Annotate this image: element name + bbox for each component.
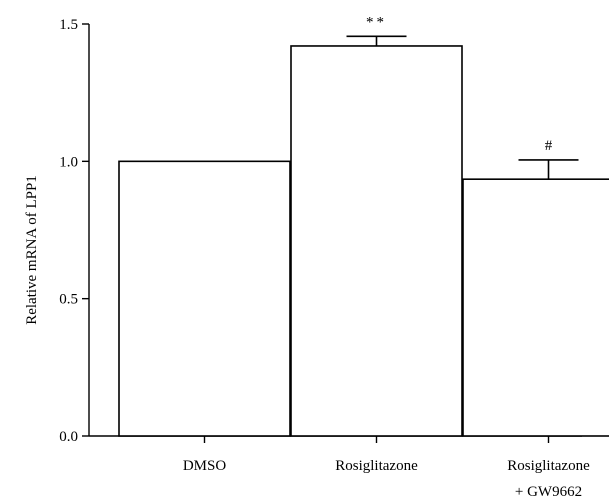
bar [290, 45, 463, 437]
y-tick-label: 1.5 [59, 17, 78, 33]
y-axis-title-group: Relative mRNA of LPP1 [24, 175, 40, 325]
bar [118, 160, 291, 437]
x-tick-label-line: Rosiglitazone [507, 458, 590, 474]
x-tick-label: Rosiglitazone + GW9662 [507, 458, 590, 500]
y-tick-labels: 0.0 0.5 1.0 1.5 [59, 17, 78, 445]
significance-label: ** [366, 14, 387, 30]
y-axis-title: Relative mRNA of LPP1 [24, 175, 40, 325]
y-tick-label: 0.5 [59, 292, 78, 308]
x-tick-label-line: Rosiglitazone [335, 458, 418, 474]
x-tick-label-line: + GW9662 [515, 484, 582, 500]
error-bars [346, 35, 579, 180]
x-tick-label-line: DMSO [183, 458, 227, 474]
x-tick-label: Rosiglitazone [335, 458, 418, 474]
significance-annotations: ** # [366, 14, 553, 154]
y-tick-label: 1.0 [59, 154, 78, 170]
y-tick-label: 0.0 [59, 429, 78, 445]
bar [462, 178, 609, 437]
x-tick-label: DMSO [183, 458, 227, 474]
significance-label: # [545, 138, 553, 154]
x-tick-labels: DMSO Rosiglitazone Rosiglitazone + GW9662 [183, 458, 590, 500]
bars [118, 45, 609, 437]
